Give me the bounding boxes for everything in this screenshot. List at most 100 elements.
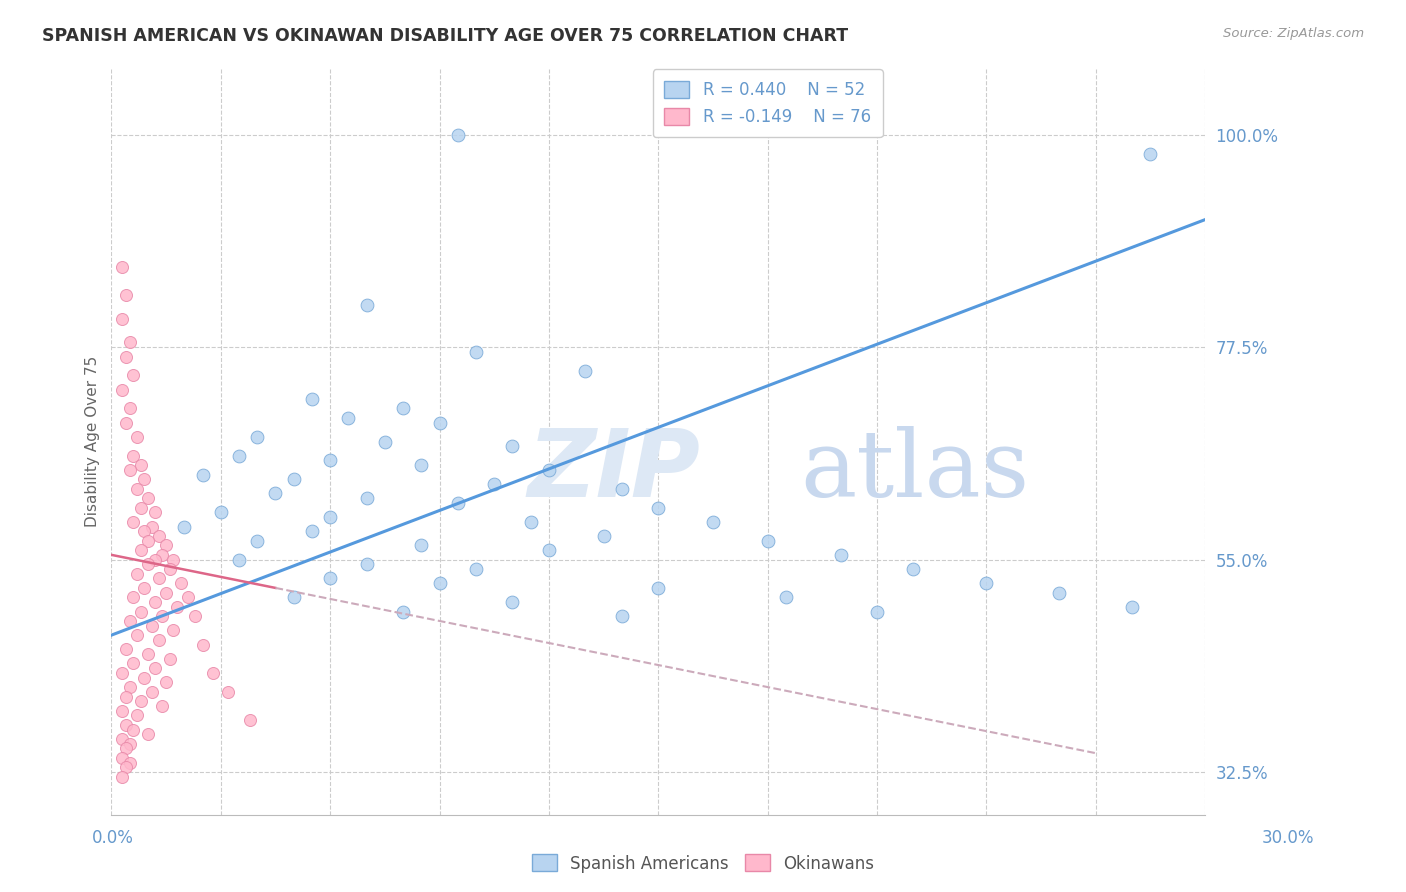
Point xyxy=(111,731,134,746)
Point xyxy=(283,591,305,605)
Point xyxy=(115,642,138,657)
Text: ZIP: ZIP xyxy=(527,425,700,517)
Point xyxy=(756,533,779,548)
Point xyxy=(111,665,134,680)
Point xyxy=(1139,146,1161,161)
Text: atlas: atlas xyxy=(800,426,1029,516)
Point xyxy=(392,605,415,619)
Point xyxy=(217,685,239,699)
Point xyxy=(392,401,415,416)
Point xyxy=(118,680,141,694)
Point xyxy=(337,411,360,425)
Point xyxy=(143,552,166,566)
Point xyxy=(122,515,145,529)
Point xyxy=(429,416,451,430)
Point xyxy=(447,128,470,142)
Point xyxy=(148,529,170,543)
Point xyxy=(111,770,134,784)
Point xyxy=(356,558,378,572)
Point xyxy=(356,491,378,506)
Point xyxy=(866,605,889,619)
Point xyxy=(111,704,134,718)
Point xyxy=(246,533,269,548)
Point xyxy=(610,609,633,624)
Point xyxy=(301,392,323,406)
Point xyxy=(155,675,177,690)
Point xyxy=(830,548,852,562)
Point xyxy=(143,661,166,675)
Point xyxy=(129,500,152,515)
Point xyxy=(115,690,138,704)
Point xyxy=(976,576,998,591)
Point xyxy=(177,591,200,605)
Point xyxy=(152,548,174,562)
Point xyxy=(592,529,614,543)
Point xyxy=(903,562,925,576)
Point xyxy=(118,614,141,628)
Point xyxy=(228,552,250,566)
Point xyxy=(301,524,323,539)
Point xyxy=(411,538,433,552)
Text: SPANISH AMERICAN VS OKINAWAN DISABILITY AGE OVER 75 CORRELATION CHART: SPANISH AMERICAN VS OKINAWAN DISABILITY … xyxy=(42,27,848,45)
Point xyxy=(125,628,148,642)
Point xyxy=(118,737,141,751)
Text: 30.0%: 30.0% xyxy=(1263,829,1315,847)
Point xyxy=(159,562,181,576)
Point xyxy=(136,491,159,506)
Point xyxy=(184,609,207,624)
Point xyxy=(411,458,433,472)
Point xyxy=(162,552,184,566)
Point xyxy=(125,430,148,444)
Point xyxy=(501,595,523,609)
Point xyxy=(152,698,174,713)
Point xyxy=(155,585,177,599)
Point xyxy=(136,558,159,572)
Point xyxy=(173,519,195,533)
Point xyxy=(125,566,148,581)
Point xyxy=(111,311,134,326)
Point xyxy=(702,515,724,529)
Point xyxy=(118,463,141,477)
Point xyxy=(143,595,166,609)
Point xyxy=(115,760,138,774)
Point xyxy=(647,500,669,515)
Point xyxy=(374,434,396,449)
Point xyxy=(129,543,152,558)
Point xyxy=(246,430,269,444)
Legend: R = 0.440    N = 52, R = -0.149    N = 76: R = 0.440 N = 52, R = -0.149 N = 76 xyxy=(652,70,883,137)
Point xyxy=(118,401,141,416)
Point xyxy=(155,538,177,552)
Point xyxy=(501,439,523,453)
Point xyxy=(136,727,159,741)
Point xyxy=(148,632,170,647)
Point xyxy=(283,472,305,486)
Point xyxy=(111,751,134,765)
Point xyxy=(482,477,505,491)
Point xyxy=(574,364,596,378)
Point xyxy=(1121,599,1143,614)
Point xyxy=(166,599,188,614)
Point xyxy=(136,533,159,548)
Point xyxy=(191,467,214,482)
Point xyxy=(610,482,633,496)
Point xyxy=(152,609,174,624)
Point xyxy=(465,562,488,576)
Point xyxy=(537,463,560,477)
Point xyxy=(191,638,214,652)
Point xyxy=(129,694,152,708)
Y-axis label: Disability Age Over 75: Disability Age Over 75 xyxy=(86,356,100,527)
Point xyxy=(111,260,134,274)
Point xyxy=(111,383,134,397)
Text: 0.0%: 0.0% xyxy=(91,829,134,847)
Point xyxy=(775,591,797,605)
Point xyxy=(115,718,138,732)
Point xyxy=(125,708,148,723)
Point xyxy=(159,651,181,665)
Point xyxy=(118,756,141,770)
Point xyxy=(447,496,470,510)
Point xyxy=(519,515,541,529)
Point xyxy=(319,453,342,467)
Legend: Spanish Americans, Okinawans: Spanish Americans, Okinawans xyxy=(524,847,882,880)
Point xyxy=(122,723,145,737)
Point xyxy=(141,519,163,533)
